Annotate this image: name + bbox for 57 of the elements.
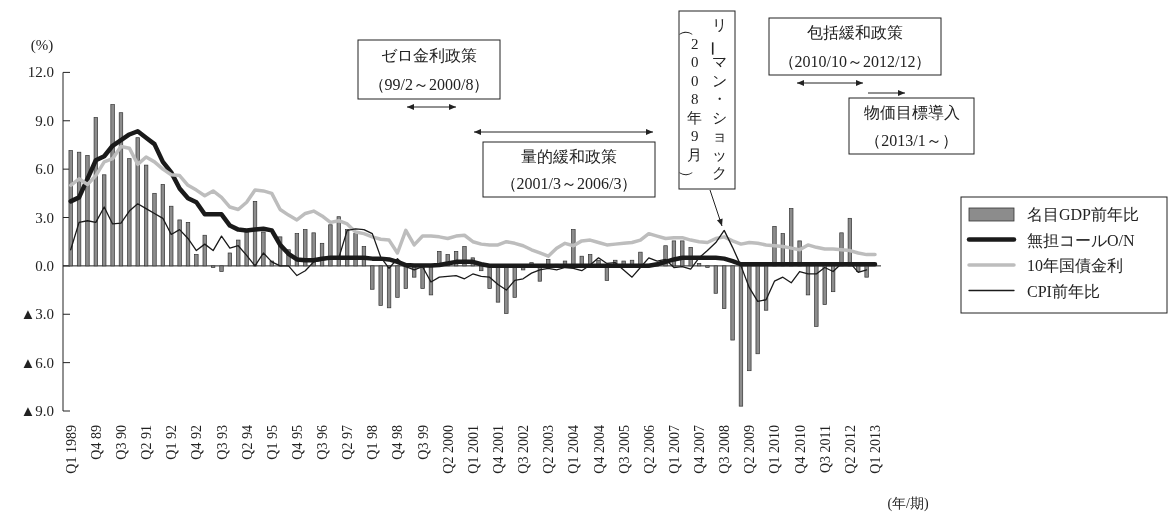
annotation: （99/2～2000/8） <box>368 76 490 94</box>
y-tick-label: ▲9.0 <box>20 403 54 419</box>
x-tick-label: Q1 2010 <box>767 425 783 474</box>
annotation: （2010/10～2012/12） <box>778 52 932 70</box>
x-tick-label: Q4 89 <box>88 425 104 460</box>
legend-label: CPI前年比 <box>1027 282 1100 300</box>
x-tick-label: Q4 2004 <box>591 425 607 474</box>
x-tick-label: Q3 2002 <box>516 425 532 474</box>
y-axis-title: (%) <box>30 37 54 54</box>
x-tick-label: Q1 95 <box>264 425 280 460</box>
y-tick-label: 12.0 <box>27 64 54 81</box>
x-tick-label: Q3 93 <box>214 425 230 460</box>
y-tick-label: 0.0 <box>35 257 54 274</box>
legend-label: 無担コールO/N <box>1027 231 1135 249</box>
x-tick-label: Q2 94 <box>239 425 255 460</box>
annotation: （2008年9月） <box>679 22 703 186</box>
x-tick-label: Q1 1989 <box>63 425 79 474</box>
x-tick-label: Q2 2003 <box>541 425 557 474</box>
x-tick-label: Q1 2004 <box>566 425 582 474</box>
x-tick-label: Q2 2006 <box>641 425 657 474</box>
x-tick-label: Q2 2012 <box>842 425 858 474</box>
y-tick-label: 9.0 <box>35 112 54 129</box>
x-tick-label: Q4 2001 <box>490 425 506 474</box>
x-tick-label: Q2 2000 <box>440 425 456 474</box>
x-tick-label: Q4 98 <box>390 425 406 460</box>
annotation: （2013/1～） <box>865 132 958 149</box>
x-tick-label: Q2 2009 <box>742 425 758 474</box>
x-tick-label: Q4 2010 <box>792 425 808 474</box>
y-tick-label: 6.0 <box>35 161 54 178</box>
x-axis-title: (年/期) <box>887 496 929 512</box>
y-tick-label: 3.0 <box>35 209 54 226</box>
x-tick-label: Q3 99 <box>415 425 431 460</box>
annotation: 物価目標導入 <box>863 104 960 121</box>
x-tick-label: Q3 90 <box>113 425 129 460</box>
x-tick-label: Q2 97 <box>340 425 356 460</box>
x-tick-label: Q1 2001 <box>465 425 481 474</box>
x-tick-label: Q3 2011 <box>817 425 833 474</box>
legend-label: 名目GDP前年比 <box>1027 206 1140 223</box>
legend-label: 10年国債金利 <box>1027 257 1123 274</box>
x-tick-label: Q2 91 <box>139 425 155 460</box>
annotation: 量的緩和政策 <box>521 147 617 165</box>
annotation: リーマン・ショック <box>703 17 727 182</box>
x-tick-label: Q3 96 <box>315 425 331 460</box>
y-tick-label: ▲3.0 <box>20 306 54 323</box>
y-tick-label: ▲6.0 <box>20 354 54 371</box>
x-tick-label: Q1 92 <box>164 425 180 460</box>
x-tick-label: Q4 92 <box>189 425 205 460</box>
x-tick-label: Q4 95 <box>289 425 305 460</box>
x-tick-label: Q3 2008 <box>717 425 733 474</box>
x-tick-label: Q1 2007 <box>666 425 682 474</box>
x-tick-label: Q4 2007 <box>692 425 708 474</box>
x-tick-label: Q1 98 <box>365 425 381 460</box>
annotation: 包括緩和政策 <box>807 24 903 42</box>
x-tick-label: Q1 2013 <box>868 425 883 474</box>
annotation: ゼロ金利政策 <box>381 46 477 64</box>
x-tick-label: Q3 2005 <box>616 425 632 474</box>
annotation: （2001/3～2006/3） <box>500 175 638 193</box>
